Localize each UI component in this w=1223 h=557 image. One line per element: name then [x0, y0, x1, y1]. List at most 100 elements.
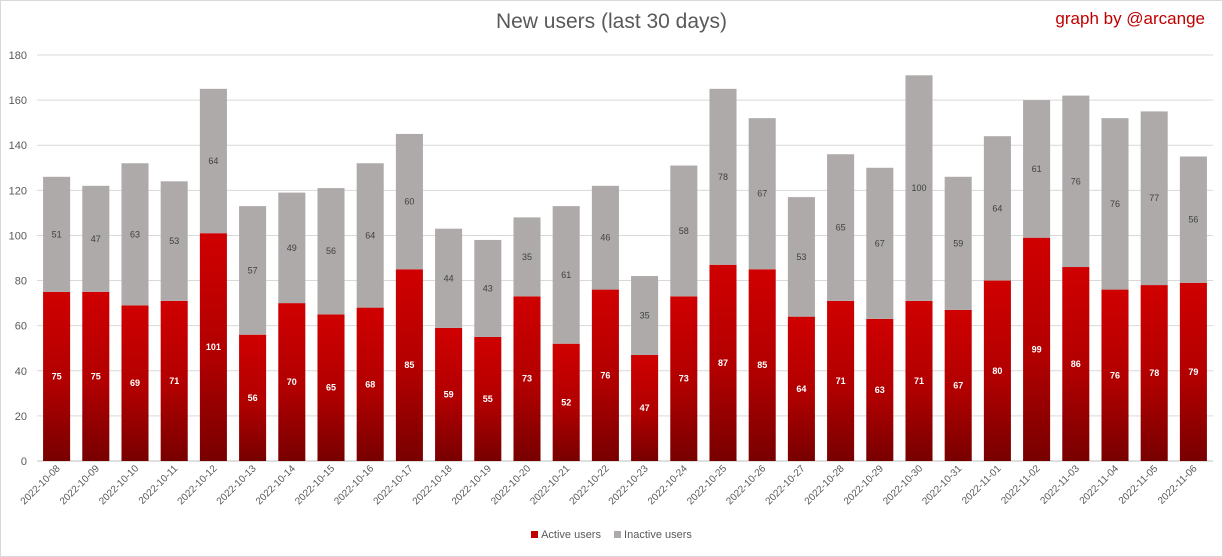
data-label-active: 75 [52, 371, 62, 381]
x-tick-label: 2022-10-15 [293, 463, 337, 507]
bar-inactive [474, 239, 502, 337]
x-tick-label: 2022-11-04 [1078, 463, 1122, 507]
data-label-active: 85 [404, 360, 414, 370]
y-tick-label: 20 [15, 411, 27, 423]
bar-inactive [827, 154, 855, 301]
bar-inactive [1179, 156, 1207, 283]
data-label-active: 69 [130, 378, 140, 388]
data-label-active: 55 [483, 394, 493, 404]
bar-inactive [709, 88, 737, 265]
bar-inactive [1140, 111, 1168, 286]
bar-active [121, 305, 149, 461]
data-label-inactive: 64 [208, 156, 218, 166]
bar-inactive [748, 118, 776, 270]
data-label-active: 73 [522, 374, 532, 384]
data-label-active: 63 [875, 385, 885, 395]
data-label-active: 76 [600, 370, 610, 380]
data-label-inactive: 64 [992, 203, 1002, 213]
bar-active [513, 296, 541, 461]
bar-active [82, 291, 110, 461]
y-tick-label: 80 [15, 276, 27, 288]
bar-inactive [239, 206, 267, 335]
data-label-active: 71 [836, 376, 846, 386]
data-label-inactive: 78 [718, 172, 728, 182]
y-tick-label: 100 [9, 230, 27, 242]
data-label-active: 56 [248, 393, 258, 403]
bar-inactive [866, 167, 894, 319]
bar-inactive [944, 176, 972, 310]
bar-active [827, 300, 855, 461]
y-axis: 0 20 40 60 80 100 120 140 160 180 [9, 50, 27, 468]
data-label-inactive: 56 [1188, 215, 1198, 225]
bar-inactive [82, 185, 110, 292]
watermark: graph by @arcange [1055, 9, 1205, 28]
x-tick-label: 2022-10-30 [881, 463, 925, 507]
y-tick-label: 180 [9, 50, 27, 62]
bar-active [552, 343, 580, 461]
bar-inactive [317, 188, 345, 315]
data-label-inactive: 76 [1110, 199, 1120, 209]
bar-active [395, 269, 423, 461]
data-label-inactive: 58 [679, 226, 689, 236]
bar-active [199, 233, 227, 461]
x-tick-label: 2022-10-27 [764, 463, 808, 507]
data-label-inactive: 64 [365, 230, 375, 240]
data-label-active: 64 [796, 384, 806, 394]
data-label-active: 79 [1188, 367, 1198, 377]
bar-inactive [1101, 118, 1129, 290]
data-label-inactive: 35 [522, 252, 532, 262]
data-label-active: 99 [1032, 344, 1042, 354]
data-label-inactive: 61 [1032, 164, 1042, 174]
y-tick-label: 40 [15, 366, 27, 378]
x-tick-label: 2022-10-10 [97, 463, 141, 507]
x-tick-label: 2022-10-16 [332, 463, 376, 507]
data-label-inactive: 47 [91, 234, 101, 244]
legend-swatch-inactive [614, 531, 622, 538]
data-label-active: 76 [1110, 370, 1120, 380]
bar-inactive [199, 88, 227, 234]
data-label-inactive: 59 [953, 238, 963, 248]
bar-inactive [278, 192, 306, 304]
bar-active [356, 307, 384, 461]
bar-active [748, 269, 776, 461]
bar-inactive [905, 75, 933, 301]
bar-inactive [670, 165, 698, 297]
data-label-inactive: 60 [404, 197, 414, 207]
bar-active [787, 316, 815, 461]
data-label-active: 67 [953, 380, 963, 390]
chart-title: New users (last 30 days) [495, 10, 728, 33]
data-label-active: 59 [444, 389, 454, 399]
bar-active [1023, 237, 1051, 461]
data-label-active: 75 [91, 371, 101, 381]
bar-active [317, 314, 345, 461]
x-axis: 2022-10-082022-10-092022-10-102022-10-11… [19, 463, 1200, 507]
y-tick-label: 160 [9, 95, 27, 107]
data-label-active: 71 [169, 376, 179, 386]
data-label-active: 47 [640, 403, 650, 413]
x-tick-label: 2022-10-12 [176, 463, 220, 507]
x-tick-label: 2022-10-31 [920, 463, 964, 507]
bar-inactive [1062, 95, 1090, 268]
bars: 75 51 75 47 69 63 71 53 101 64 56 57 70 49 65 56 68 64 85 6… [43, 75, 1207, 461]
data-label-inactive: 51 [52, 229, 62, 239]
data-label-active: 78 [1149, 368, 1159, 378]
bar-active [160, 300, 188, 461]
data-label-inactive: 61 [561, 270, 571, 280]
bar-active [1062, 267, 1090, 461]
data-label-inactive: 65 [836, 223, 846, 233]
bar-active [670, 296, 698, 461]
data-label-inactive: 67 [875, 238, 885, 248]
data-label-active: 68 [365, 379, 375, 389]
bar-active [1179, 282, 1207, 461]
bar-active [983, 280, 1011, 461]
bar-active [944, 309, 972, 461]
data-label-inactive: 76 [1071, 176, 1081, 186]
data-label-active: 80 [992, 366, 1002, 376]
bar-active [591, 289, 619, 461]
data-label-inactive: 53 [796, 252, 806, 262]
legend-swatch-active [531, 531, 539, 538]
x-tick-label: 2022-11-06 [1156, 463, 1200, 507]
y-tick-label: 120 [9, 185, 27, 197]
data-label-inactive: 53 [169, 236, 179, 246]
